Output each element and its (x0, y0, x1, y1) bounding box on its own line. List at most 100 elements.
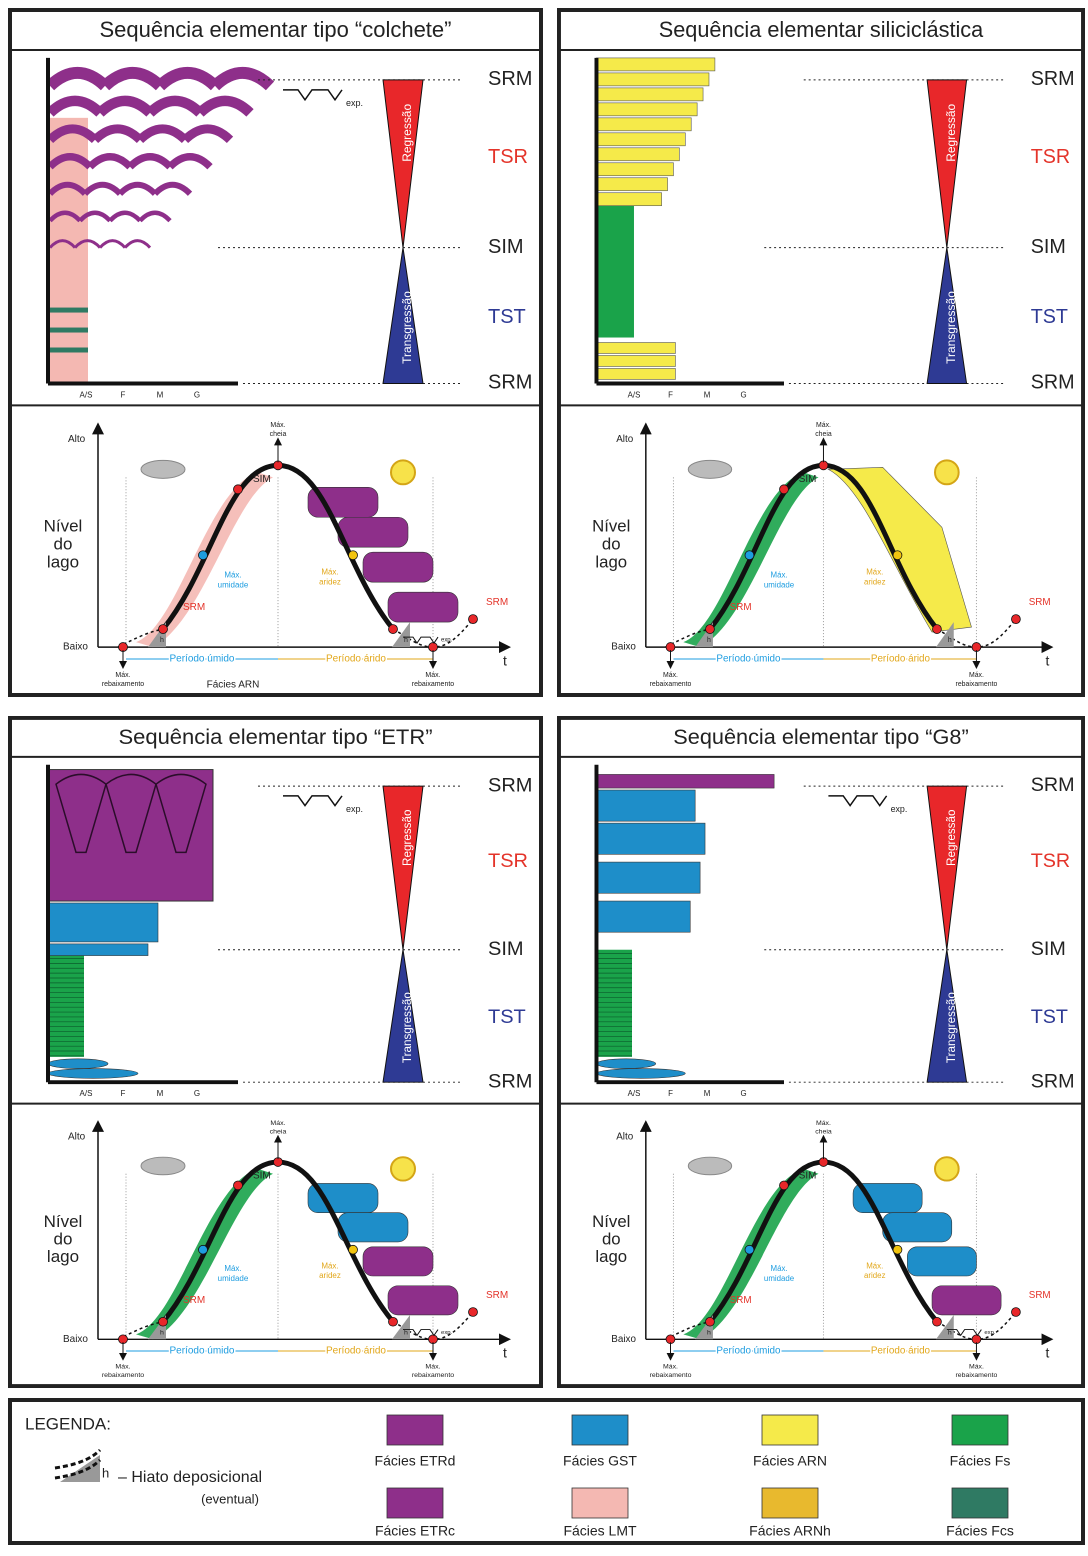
gst-bed (596, 861, 701, 894)
periodo-umido-label: Período úmido (716, 1346, 781, 1357)
aridez-label: Máx. (321, 1261, 338, 1270)
fs-column (596, 949, 633, 1057)
tsr-label: TSR (488, 146, 528, 168)
hiatus-label: h (707, 1329, 711, 1336)
etrc-arch (82, 181, 123, 196)
panel: Sequência elementar tipo “G8” A/S F M G SRM SI… (557, 716, 1085, 1389)
rebaixamento-label: rebaixamento (102, 1372, 144, 1379)
hiatus-wedge (695, 622, 713, 648)
etrc-arch (123, 239, 152, 249)
baixo-label: Baixo (63, 1334, 89, 1345)
fcs-layer (48, 347, 88, 353)
etrc-arch (45, 67, 110, 91)
surface-label: SRM (1031, 774, 1075, 796)
regressao-label: Regressão (400, 104, 414, 162)
rebaixamento-label: rebaixamento (650, 681, 692, 688)
arn-bed (596, 117, 692, 132)
max-cheia-label: Máx. (816, 422, 831, 429)
surface-label: SRM (488, 1071, 532, 1093)
legend-swatch (386, 1487, 444, 1519)
legend-label: Fácies LMT (563, 1523, 637, 1539)
surface-label: SRM (1031, 372, 1075, 394)
hiatus-label: h (707, 637, 711, 644)
gst-bed (596, 789, 696, 822)
grain-size-label: A/S (628, 391, 641, 400)
srm-label: SRM (183, 1295, 205, 1306)
rebaixamento-label: Máx. (115, 1363, 130, 1370)
key-point (348, 1244, 358, 1255)
surface-label: SIM (488, 938, 524, 960)
aridez-label: aridez (319, 1271, 341, 1280)
exposure-label: exp. (984, 1330, 996, 1336)
exposure-symbol (283, 89, 343, 102)
arn-bed (596, 342, 676, 354)
column-facies (47, 769, 214, 1079)
aridez-label: Máx. (866, 567, 883, 576)
transgressao-label: Transgressão (944, 291, 958, 364)
legend-label: Fácies Fcs (946, 1523, 1014, 1539)
rebaixamento-label: Máx. (969, 1363, 984, 1370)
periodo-arido-label: Período árido (871, 654, 931, 665)
max-cheia-label: Máx. (270, 1120, 285, 1127)
max-cheia-label: cheia (270, 1129, 287, 1136)
legend-label: Fácies ETRc (375, 1523, 455, 1539)
transgressao-label: Transgressão (400, 291, 414, 364)
alto-label: Alto (616, 1131, 634, 1142)
etrc-arch (196, 95, 254, 117)
key-point (158, 1317, 168, 1327)
umidade-label: Máx. (771, 1264, 788, 1273)
etrc-arch (87, 153, 133, 170)
exposure-label: exp. (891, 804, 908, 814)
surface-label: SRM (488, 372, 532, 394)
max-cheia-label: Máx. (816, 1120, 831, 1127)
gst-lens (47, 1068, 139, 1079)
rebaixamento-label: rebaixamento (412, 681, 454, 688)
key-point (348, 550, 358, 561)
sun-icon (934, 1156, 960, 1182)
legend-swatch (761, 1487, 819, 1519)
panel: Sequência elementar tipo “ETR” A/S F M G SRM S… (8, 716, 543, 1389)
transgressao-label: Transgressão (400, 992, 414, 1063)
fcs-layer (48, 327, 88, 333)
legend-swatch (571, 1487, 629, 1519)
fs-column (48, 949, 84, 1057)
panel-title: Sequência elementar tipo “G8” (673, 724, 968, 749)
right-limb-facies (387, 591, 459, 623)
t-label: t (1046, 653, 1050, 669)
tsr-label: TSR (488, 850, 528, 872)
hiatus-icon (60, 1455, 100, 1482)
aridez-label: Máx. (321, 567, 338, 576)
y-axis-title: do (54, 1230, 73, 1249)
key-point (932, 624, 942, 634)
column-facies (45, 67, 275, 383)
surface-label: SRM (1031, 1070, 1075, 1092)
right-limb-facies (907, 1246, 977, 1277)
y-axis-title: lago (595, 1247, 627, 1266)
etrd-arch (105, 773, 157, 854)
etrc-arch (78, 210, 112, 223)
etrd-block (47, 769, 214, 902)
regressao-label: Regressão (945, 809, 958, 866)
sim-label: SIM (253, 474, 271, 485)
sim-label: SIM (799, 1170, 817, 1181)
umidade-label: Máx. (224, 1264, 241, 1273)
umidade-label: Máx. (224, 570, 241, 579)
right-limb-facies (337, 516, 409, 548)
gst-lens (596, 1058, 656, 1069)
tst-label: TST (1031, 1006, 1068, 1028)
legend-swatch (951, 1414, 1009, 1446)
facies-note: Fácies ARN (207, 680, 260, 691)
exposure-symbol (946, 1329, 982, 1337)
exposure-symbol (828, 795, 888, 807)
transgression-triangle (926, 247, 968, 384)
hiatus-curve (54, 1448, 102, 1480)
key-point (779, 484, 789, 495)
y-axis-title: Nível (44, 517, 83, 536)
alto-label: Alto (616, 434, 633, 445)
right-limb-facies (362, 1246, 434, 1277)
periodo-umido-label: Período úmido (170, 1346, 235, 1357)
cloud-icon (140, 459, 186, 479)
grain-size-label: G (740, 391, 746, 400)
key-point (388, 1317, 398, 1327)
